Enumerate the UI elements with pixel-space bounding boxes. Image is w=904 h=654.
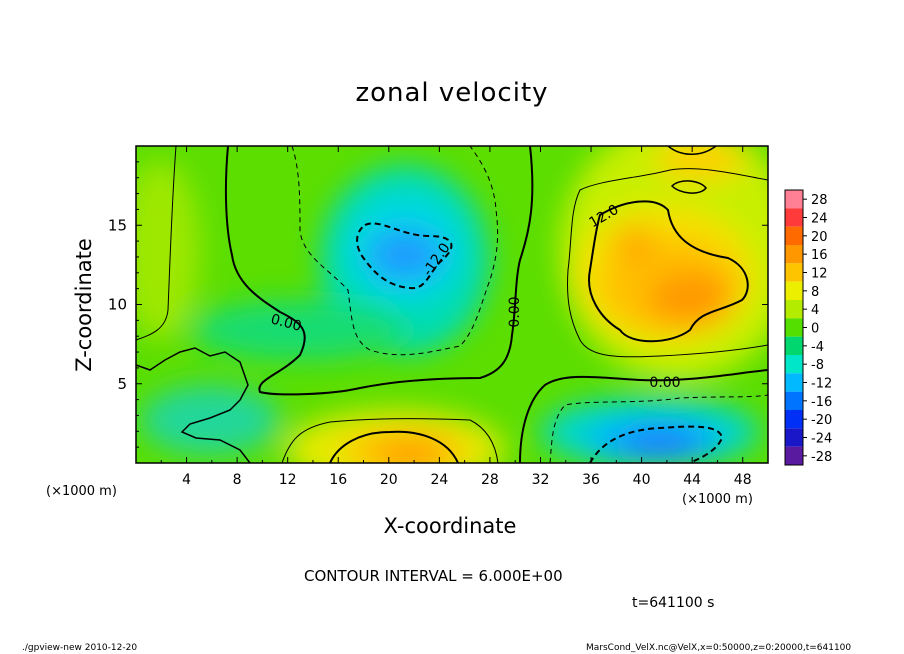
colorbar-label: -16: [811, 395, 832, 410]
y-axis: 5 10 15: [108, 161, 768, 448]
contour-interval: CONTOUR INTERVAL = 6.000E+00: [304, 567, 563, 585]
y-tick-label: 5: [117, 375, 127, 393]
colorbar-swatch: [785, 263, 803, 282]
colorbar: 28 24 20 16 12 8 4 0 -4 -8 -12 -16 -20 -24 -28: [784, 189, 832, 466]
colorbar-label: 28: [811, 193, 828, 208]
colorbar-label: 12: [811, 267, 828, 282]
colorbar-label: -12: [811, 377, 832, 392]
contour-label: 0.00: [269, 311, 303, 335]
y-axis-unit: (×1000 m): [682, 492, 753, 507]
x-tick-label: 24: [430, 472, 448, 488]
chart-title: zonal velocity: [355, 78, 549, 108]
colorbar-swatch: [785, 446, 803, 465]
x-tick-label: 32: [532, 472, 550, 488]
time-label: t=641100 s: [632, 595, 715, 611]
y-tick-label: 10: [108, 296, 127, 314]
footer-left: ./gpview-new 2010-12-20: [22, 643, 138, 653]
colorbar-swatch: [785, 428, 803, 447]
colorbar-label: 0: [811, 322, 819, 337]
colorbar-swatch: [785, 300, 803, 319]
x-tick-label: 8: [233, 472, 242, 488]
colorbar-swatch: [785, 190, 803, 209]
colorbar-swatch: [785, 373, 803, 392]
x-tick-label: 48: [734, 472, 752, 488]
colorbar-swatch: [785, 245, 803, 264]
colorbar-swatch: [785, 208, 803, 227]
colorbar-swatch: [785, 355, 803, 374]
colorbar-swatch: [785, 318, 803, 337]
x-tick-label: 12: [279, 472, 297, 488]
colorbar-swatch: [785, 336, 803, 355]
colorbar-swatch: [785, 226, 803, 245]
colorbar-label: 4: [811, 303, 819, 318]
x-tick-label: 36: [582, 472, 600, 488]
x-axis-unit: (×1000 m): [46, 484, 117, 499]
colorbar-label: -20: [811, 413, 832, 428]
colorbar-swatch: [785, 281, 803, 300]
contour-label: 0.00: [507, 296, 523, 327]
colorbar-label: 8: [811, 285, 819, 300]
x-axis: 4 8 12 16 20 24 28 32 36 40 44 48: [160, 146, 752, 488]
y-axis-label: Z-coordinate: [72, 238, 96, 372]
colorbar-swatch: [785, 410, 803, 429]
colorbar-label: -4: [811, 340, 824, 355]
colorbar-label: 24: [811, 212, 828, 227]
x-tick-label: 20: [380, 472, 398, 488]
x-tick-label: 4: [182, 472, 191, 488]
colorbar-swatch: [785, 391, 803, 410]
x-tick-label: 16: [329, 472, 347, 488]
colorbar-label: 20: [811, 230, 828, 245]
x-tick-label: 28: [481, 472, 499, 488]
heatmap-field: [136, 146, 768, 463]
x-tick-label: 44: [683, 472, 701, 488]
colorbar-label: -24: [811, 432, 832, 447]
footer-right: MarsCond_VelX.nc@VelX,x=0:50000,z=0:2000…: [586, 643, 852, 653]
contour-label: 0.00: [649, 375, 680, 391]
x-axis-label: X-coordinate: [383, 514, 517, 538]
x-tick-label: 40: [633, 472, 651, 488]
colorbar-label: -28: [811, 450, 832, 465]
y-tick-label: 15: [108, 216, 127, 234]
colorbar-label: 16: [811, 248, 828, 263]
colorbar-label: -8: [811, 358, 824, 373]
